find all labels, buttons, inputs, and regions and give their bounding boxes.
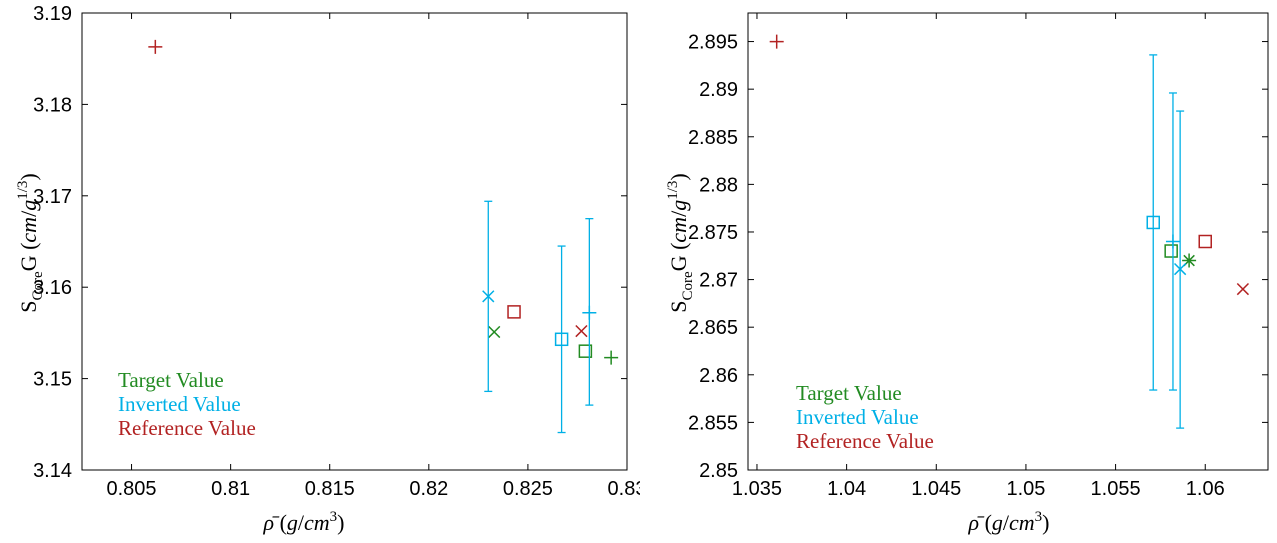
x-tick-label: 1.04 xyxy=(827,478,866,500)
y-axis: 2.85 2.855 2.86 2.865 2.87 2.875 2.88 2.885 2.89… xyxy=(688,32,1268,482)
y-tick-label: 2.88 xyxy=(699,174,738,196)
x-tick-label: 0.83 xyxy=(608,478,640,500)
target-value-point xyxy=(488,325,501,339)
data-points xyxy=(769,34,1250,429)
x-tick-label: 0.825 xyxy=(503,478,553,500)
y-tick-label: 2.855 xyxy=(688,412,738,434)
x-tick-label: 0.81 xyxy=(211,478,250,500)
y-tick-label: 3.15 xyxy=(33,369,72,391)
y-tick-label: 2.865 xyxy=(688,317,738,339)
plot-frame xyxy=(81,12,628,471)
y-tick-label: 3.19 xyxy=(33,3,72,25)
target-value-point xyxy=(1164,244,1178,258)
legend-entry: Reference Value xyxy=(118,416,256,440)
legend-entry: Target Value xyxy=(796,381,902,405)
y-tick-label: 2.875 xyxy=(688,222,738,244)
y-tick-label: 2.885 xyxy=(688,127,738,149)
x-tick-label: 0.815 xyxy=(305,478,355,500)
axis-labels: ρ̄ (g/cm3) SCoreG (cm/g1/3) xyxy=(665,173,1050,535)
chart-left: ρ̄ (g/cm3) SCoreG (cm/g1/3) 0.805 0.81 0.8… xyxy=(15,3,640,535)
target-value-point xyxy=(578,344,593,358)
inverted-value-point xyxy=(554,332,569,347)
y-tick-label: 3.16 xyxy=(33,277,72,299)
x-axis-label: ρ̄ (g/cm3) xyxy=(263,509,345,535)
target-value-point xyxy=(604,350,619,365)
y-tick-label: 2.86 xyxy=(699,365,738,387)
x-axis: 0.805 0.81 0.815 0.82 0.825 0.83 xyxy=(107,13,640,500)
axis-labels: ρ̄ (g/cm3) SCoreG (cm/g1/3) xyxy=(15,173,345,535)
legend-entry: Reference Value xyxy=(796,429,934,453)
inverted-value-point xyxy=(1165,234,1180,249)
x-tick-label: 1.045 xyxy=(911,478,961,500)
chart-right: ρ̄ (g/cm3) SCoreG (cm/g1/3) 1.035 1.04 1.0… xyxy=(665,12,1269,535)
y-tick-label: 2.89 xyxy=(699,79,738,101)
y-tick-label: 2.87 xyxy=(699,270,738,292)
plot-frame xyxy=(747,12,1269,471)
inverted-value-point xyxy=(1146,215,1160,230)
y-tick-label: 3.17 xyxy=(33,186,72,208)
x-tick-label: 1.055 xyxy=(1091,478,1141,500)
x-tick-label: 0.82 xyxy=(409,478,448,500)
y-axis: 3.14 3.15 3.16 3.17 3.18 3.19 xyxy=(33,3,627,482)
legend-entry: Inverted Value xyxy=(118,392,241,416)
legend-entry: Inverted Value xyxy=(796,405,919,429)
x-tick-label: 1.06 xyxy=(1186,478,1225,500)
data-points xyxy=(148,39,619,434)
inverted-value-point xyxy=(582,305,597,320)
target-value-point xyxy=(1182,253,1197,268)
y-tick-label: 3.14 xyxy=(33,460,72,482)
inverted-value-point xyxy=(482,290,495,303)
reference-value-point xyxy=(507,305,521,319)
y-tick-label: 2.85 xyxy=(699,460,738,482)
legend-entry: Target Value xyxy=(118,368,224,392)
reference-value-point xyxy=(1236,282,1250,296)
x-tick-label: 0.805 xyxy=(107,478,157,500)
x-tick-label: 1.05 xyxy=(1006,478,1045,500)
reference-value-point xyxy=(769,34,784,49)
x-axis-label: ρ̄ (g/cm3) xyxy=(968,509,1050,535)
x-tick-label: 1.035 xyxy=(732,478,782,500)
y-tick-label: 2.895 xyxy=(688,32,738,54)
y-axis-label: SCoreG (cm/g1/3) xyxy=(15,173,46,312)
x-axis: 1.035 1.04 1.045 1.05 1.055 1.06 xyxy=(732,13,1225,500)
y-axis-label: SCoreG (cm/g1/3) xyxy=(665,173,696,312)
reference-value-point xyxy=(1198,234,1212,249)
inverted-value-point xyxy=(1174,262,1187,276)
reference-value-point xyxy=(148,39,163,54)
reference-value-point xyxy=(575,324,588,338)
y-tick-label: 3.18 xyxy=(33,94,72,116)
